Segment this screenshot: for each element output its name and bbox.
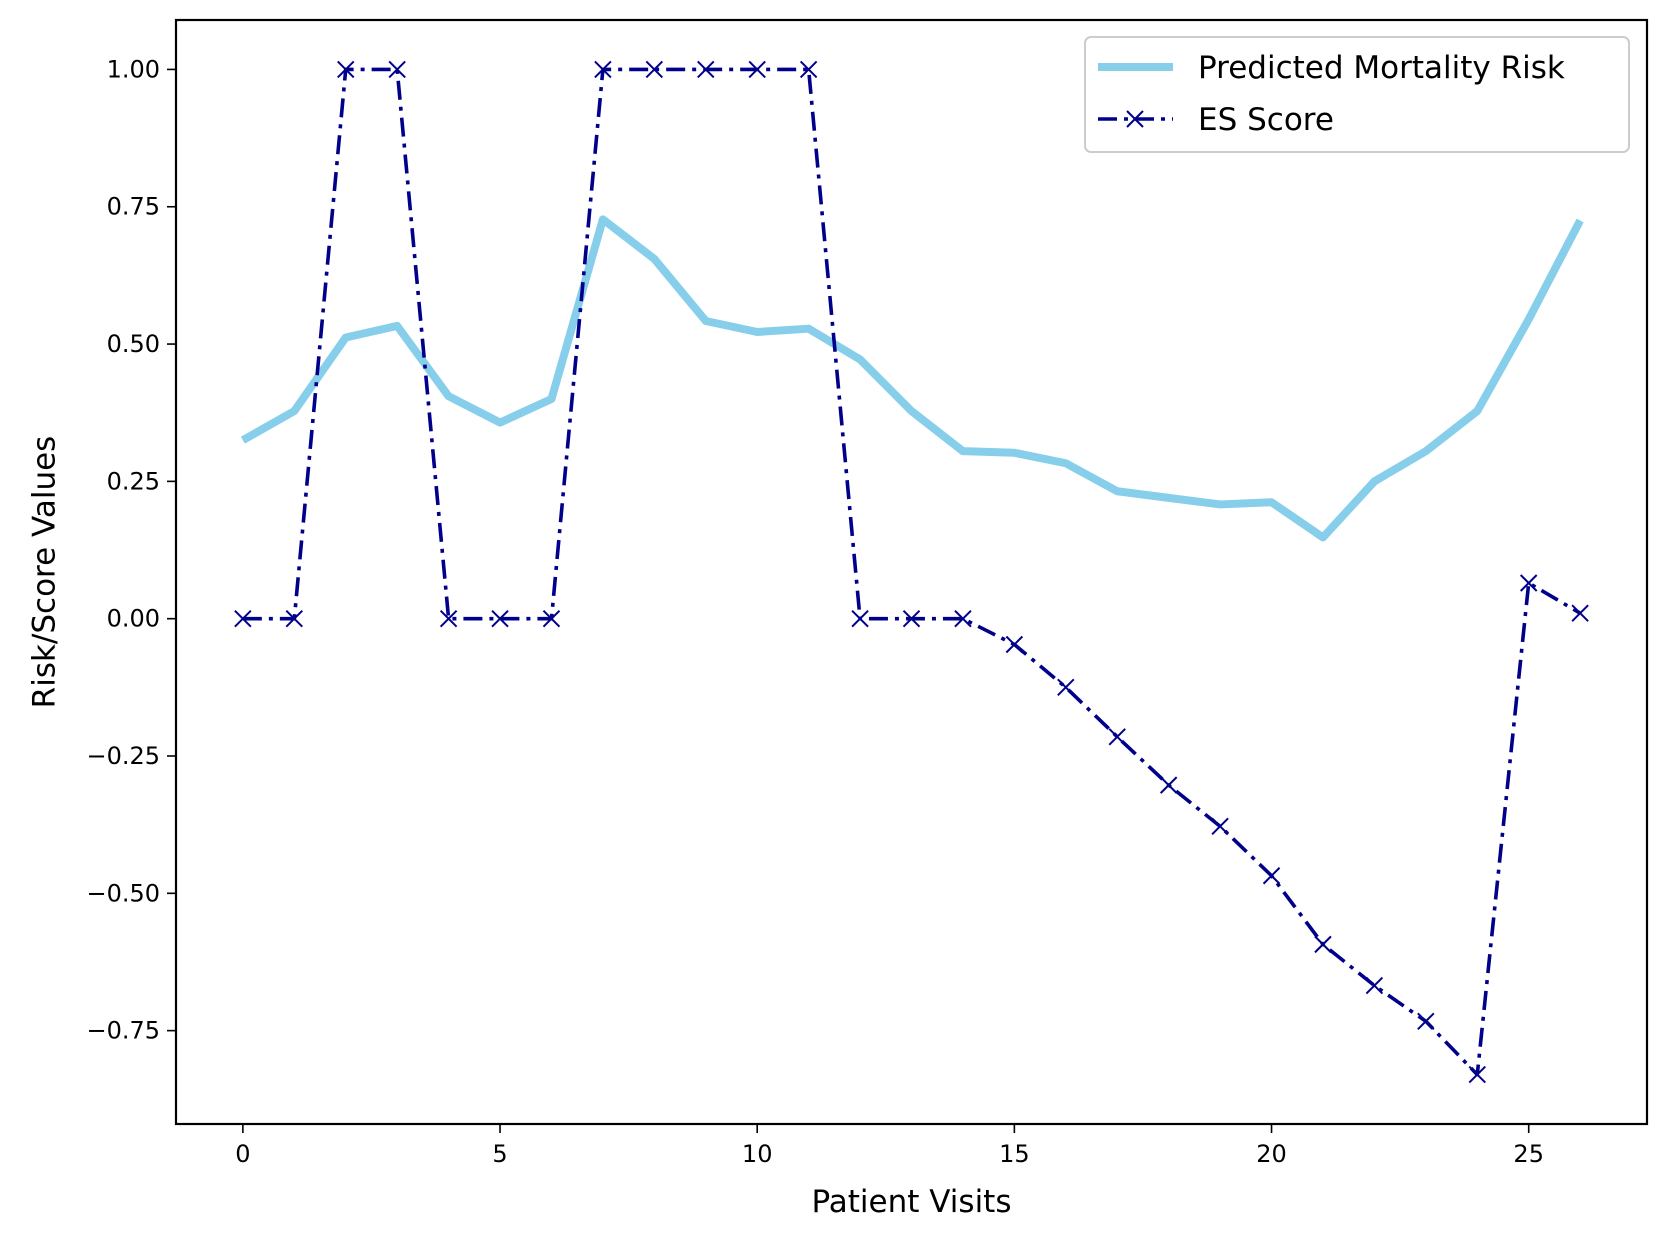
data-point-es-score — [1519, 574, 1538, 592]
data-point-es-score — [1365, 976, 1384, 995]
data-point-es-score — [1108, 728, 1126, 746]
data-point-es-score — [1417, 1012, 1435, 1030]
legend-marker-x — [1126, 110, 1144, 128]
data-point-es-score — [285, 609, 304, 628]
data-point-es-score — [1057, 678, 1075, 697]
y-tick-label: −0.25 — [86, 742, 160, 770]
data-point-es-score — [1159, 776, 1178, 794]
y-tick-label: −0.75 — [86, 1017, 160, 1045]
data-point-es-score — [1571, 604, 1589, 622]
y-tick-label: 0.50 — [107, 330, 160, 358]
data-point-es-score — [1211, 817, 1229, 836]
data-point-es-score — [748, 60, 766, 79]
y-axis-title: Risk/Score Values — [27, 436, 63, 709]
data-point-es-score — [697, 60, 715, 79]
y-tick-label: −0.50 — [86, 879, 160, 907]
data-point-es-score — [954, 609, 972, 628]
data-point-es-score — [1005, 635, 1024, 654]
y-tick-label: 0.75 — [107, 193, 160, 221]
data-point-es-score — [851, 609, 869, 628]
data-point-es-score — [1314, 935, 1332, 954]
axes-layer: 0 5 10 15 20 25 −0.75 −0.50 −0.25 0.00 0.25 0.50 0.7… — [86, 55, 1544, 1168]
y-tick-label: 1.00 — [107, 55, 160, 83]
legend-marker-es-score — [1126, 110, 1144, 128]
y-tick-label: 0.25 — [107, 467, 160, 495]
x-tick-label: 0 — [235, 1140, 250, 1168]
data-point-es-score — [1262, 867, 1281, 885]
y-tick-label: 0.00 — [107, 605, 160, 633]
data-point-es-score — [337, 60, 355, 79]
data-point-es-score — [645, 60, 664, 79]
data-point-es-score — [1468, 1065, 1486, 1084]
data-point-es-score — [388, 60, 406, 79]
legend-label-predicted-mortality-risk: Predicted Mortality Risk — [1198, 50, 1565, 86]
x-tick-label: 5 — [492, 1140, 507, 1168]
legend-label-es-score: ES Score — [1198, 102, 1334, 138]
data-point-es-score — [594, 60, 612, 79]
x-tick-label: 25 — [1513, 1140, 1544, 1168]
x-tick-label: 10 — [742, 1140, 773, 1168]
data-point-es-score — [234, 609, 252, 628]
data-point-es-score — [902, 609, 921, 628]
series-line-predicted-mortality-risk — [240, 215, 1584, 542]
legend: Predicted Mortality Risk ES Score — [1084, 36, 1630, 153]
data-point-es-score — [439, 609, 458, 628]
x-axis-title: Patient Visits — [811, 1184, 1011, 1220]
legend-box — [1084, 36, 1630, 153]
data-point-es-score — [799, 60, 818, 79]
series-layer — [234, 60, 1589, 1084]
plot-frame — [174, 18, 1649, 1126]
data-point-es-score — [542, 609, 561, 628]
data-point-es-score — [491, 609, 509, 628]
x-tick-label: 20 — [1256, 1140, 1287, 1168]
x-tick-label: 15 — [999, 1140, 1030, 1168]
